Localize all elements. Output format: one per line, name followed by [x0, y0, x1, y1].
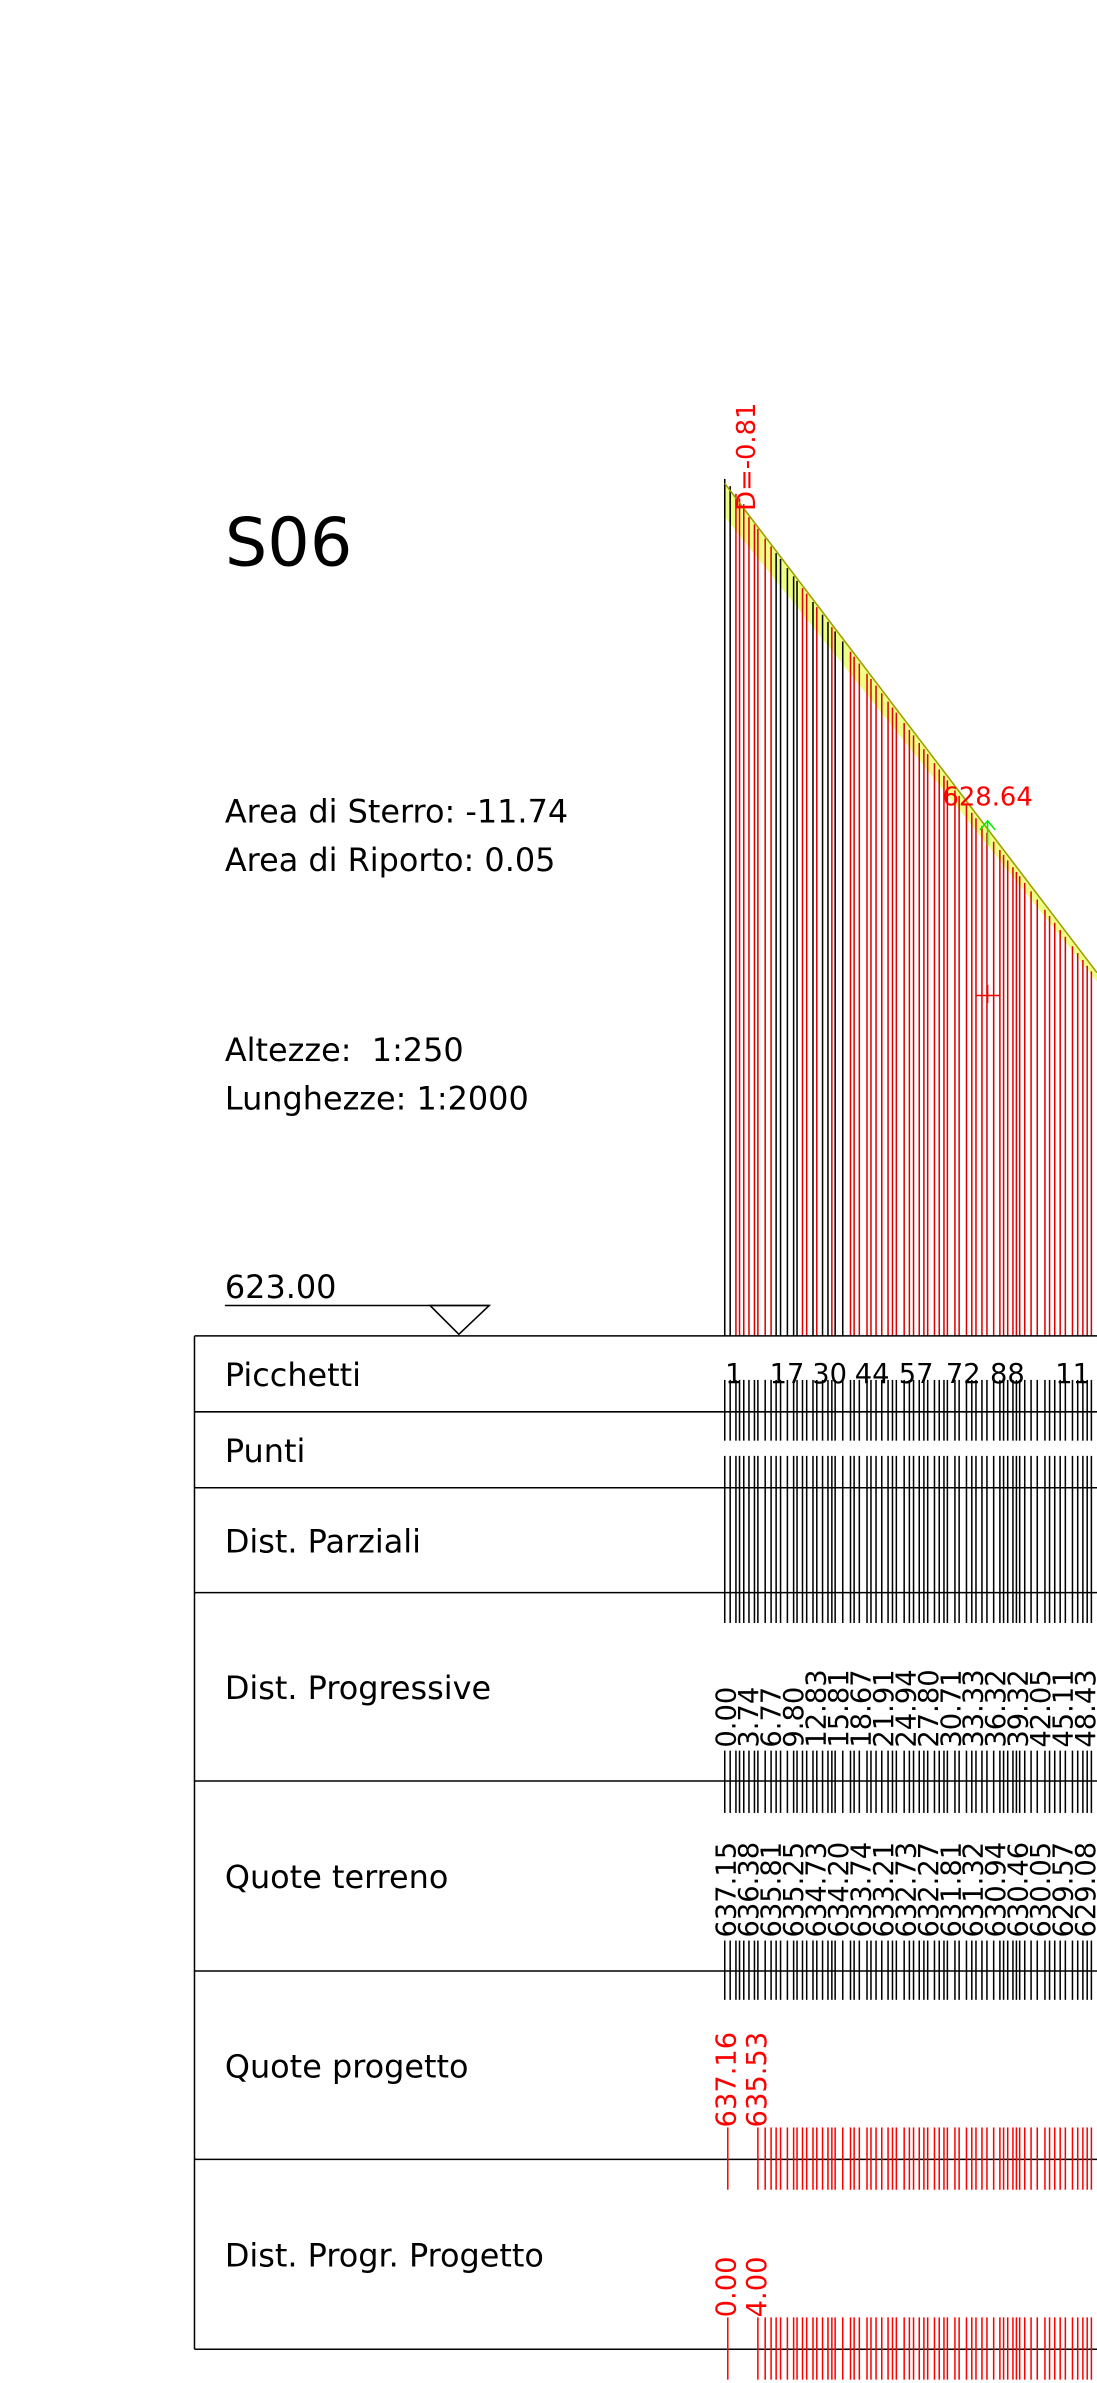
dist-progressive: 42.05	[1026, 1669, 1057, 1747]
row-label: Dist. Progr. Progetto	[225, 2236, 544, 2274]
quote-terreno: 629.57	[1049, 1842, 1080, 1938]
quote-terreno: 630.46	[1004, 1842, 1035, 1938]
elevation-label: 628.64	[942, 783, 1032, 813]
arrow-head	[979, 819, 996, 831]
dist-progressive: 39.32	[1004, 1669, 1035, 1747]
quote-terreno: 635.81	[756, 1842, 787, 1938]
profile	[723, 478, 1097, 1336]
dist-progressive: 9.80	[779, 1687, 810, 1748]
dist-progressive: 18.67	[846, 1669, 877, 1747]
ground-line	[724, 483, 1097, 974]
quote-progetto: 635.53	[742, 2032, 773, 2128]
quote-terreno: 632.73	[891, 1842, 922, 1938]
dist-progressive: 30.71	[936, 1669, 967, 1747]
picchetto: 1	[725, 1359, 742, 1390]
quote-terreno: 631.32	[959, 1842, 990, 1938]
scale-heights: Altezze: 1:250	[225, 1031, 464, 1069]
dist-progressive: 15.81	[824, 1669, 855, 1747]
picchetto: 44	[855, 1359, 890, 1390]
picchetto: 72	[946, 1359, 981, 1390]
quote-terreno: 629.08	[1071, 1842, 1097, 1938]
picchetto: 57	[899, 1359, 934, 1390]
quote-terreno: 637.15	[711, 1842, 742, 1938]
datum-label: 623.00	[225, 1268, 337, 1306]
dist-progressive: 36.32	[981, 1669, 1012, 1747]
dist-progressive: 33.33	[959, 1669, 990, 1747]
row-label: Quote terreno	[225, 1858, 449, 1896]
dist-progressive: 6.77	[756, 1687, 787, 1748]
table: Picchetti Punti Dist. Parziali Dist. Progre…	[193, 1335, 1097, 2380]
row-label: Quote progetto	[225, 2047, 469, 2085]
section-title: S06	[225, 504, 353, 582]
datum-marker	[428, 1304, 492, 1336]
picchetto: 30	[812, 1359, 847, 1390]
area-sterro: Area di Sterro: -11.74	[225, 792, 568, 830]
quote-terreno: 635.25	[779, 1842, 810, 1938]
area-riporto: Area di Riporto: 0.05	[225, 841, 556, 879]
quote-terreno: 630.94	[981, 1842, 1012, 1938]
quote-terreno: 630.05	[1026, 1842, 1057, 1938]
scale-lengths: Lunghezze: 1:2000	[225, 1079, 529, 1117]
dist-progressive: 45.11	[1049, 1669, 1080, 1747]
dist-progressive: 27.80	[914, 1669, 945, 1747]
row-label: Dist. Progressive	[225, 1669, 491, 1707]
picchetto: 11	[1055, 1359, 1090, 1390]
row-label: Punti	[225, 1432, 305, 1470]
dist-progressive: 48.43	[1071, 1669, 1097, 1747]
quote-terreno: 634.20	[824, 1842, 855, 1938]
quote-terreno: 634.73	[801, 1842, 832, 1938]
dist-progressive: 12.83	[801, 1669, 832, 1747]
quote-terreno: 633.21	[869, 1842, 900, 1938]
quote-terreno: 636.38	[734, 1842, 765, 1938]
dist-progr-progetto: 4.00	[742, 2257, 773, 2318]
dist-progressive: 3.74	[734, 1687, 765, 1748]
dist-progressive: 0.00	[711, 1687, 742, 1748]
picchetto: 88	[990, 1359, 1025, 1390]
quote-progetto: 637.16	[711, 2032, 742, 2128]
dist-progr-progetto: 0.00	[711, 2257, 742, 2318]
picchetto: 17	[770, 1359, 805, 1390]
dist-progressive: 24.94	[891, 1669, 922, 1747]
row-label: Dist. Parziali	[225, 1522, 421, 1560]
quote-terreno: 631.81	[936, 1842, 967, 1938]
quote-terreno: 632.27	[914, 1842, 945, 1938]
delta-label: D=-0.81	[732, 403, 762, 511]
quote-terreno: 633.74	[846, 1842, 877, 1938]
dist-progressive: 21.91	[869, 1669, 900, 1747]
row-label: Picchetti	[225, 1356, 361, 1394]
